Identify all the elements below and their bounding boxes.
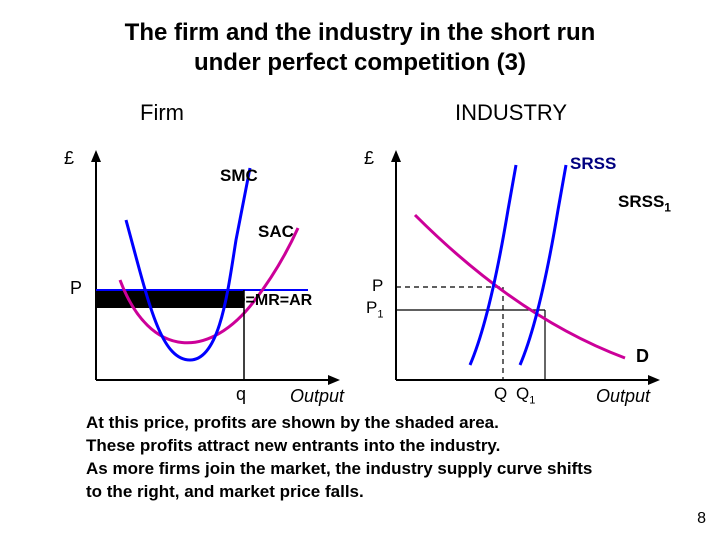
- caption-line-1: At this price, profits are shown by the …: [86, 412, 646, 435]
- firm-dmr-label: D=MR=AR: [234, 292, 312, 310]
- industry-Q-label: Q: [494, 384, 507, 404]
- industry-chart: [370, 150, 670, 410]
- slide-title: The firm and the industry in the short r…: [0, 18, 720, 78]
- industry-demand-label: D: [636, 346, 649, 367]
- industry-srss1-label-text: SRSS: [618, 192, 664, 211]
- industry-Q1-label: Q1: [516, 384, 535, 406]
- industry-p1-label: P1: [366, 298, 383, 320]
- caption-block: At this price, profits are shown by the …: [86, 412, 646, 504]
- firm-title: Firm: [140, 100, 184, 126]
- slide-root: The firm and the industry in the short r…: [0, 0, 720, 540]
- industry-Q1-label-sub: 1: [529, 394, 535, 406]
- firm-y-arrow: [91, 150, 101, 162]
- firm-x-arrow: [328, 375, 340, 385]
- caption-line-3: As more firms join the market, the indus…: [86, 458, 646, 481]
- firm-q-label: q: [236, 384, 246, 405]
- industry-y-arrow: [391, 150, 401, 162]
- industry-srss-curve: [470, 165, 516, 365]
- firm-profit-rect: [96, 290, 244, 308]
- industry-p-label: P: [372, 276, 383, 296]
- page-number: 8: [697, 510, 706, 528]
- caption-line-4: to the right, and market price falls.: [86, 481, 646, 504]
- firm-sac-curve: [120, 228, 298, 343]
- industry-srss1-label-sub: 1: [664, 200, 671, 214]
- firm-sac-label: SAC: [258, 222, 294, 242]
- title-line1: The firm and the industry in the short r…: [125, 19, 596, 46]
- firm-smc-curve: [126, 168, 250, 360]
- firm-chart: [70, 150, 350, 410]
- firm-x-axis-label: Output: [290, 386, 344, 407]
- firm-smc-label: SMC: [220, 166, 258, 186]
- industry-p1-label-sub: 1: [377, 308, 383, 320]
- industry-srss1-curve: [520, 165, 566, 365]
- industry-Q1-label-text: Q: [516, 384, 529, 403]
- industry-title: INDUSTRY: [455, 100, 567, 126]
- firm-p-label: P: [70, 278, 82, 299]
- industry-srss-label: SRSS: [570, 154, 616, 174]
- industry-srss1-label: SRSS1: [618, 192, 671, 214]
- caption-line-2: These profits attract new entrants into …: [86, 435, 646, 458]
- industry-x-axis-label: Output: [596, 386, 650, 407]
- industry-x-arrow: [648, 375, 660, 385]
- title-line2: under perfect competition (3): [194, 49, 526, 76]
- industry-demand-curve: [415, 215, 625, 358]
- industry-p1-label-text: P: [366, 298, 377, 317]
